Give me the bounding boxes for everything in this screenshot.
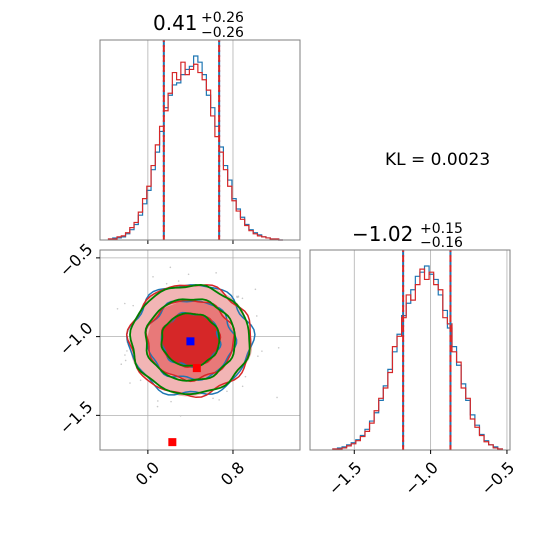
joint-frame (99, 249, 301, 451)
marginal-x-histograms (107, 55, 283, 241)
marginal-x-title-sub: −0.26 (201, 25, 244, 41)
scatter-point (261, 350, 263, 352)
scatter-point (277, 346, 280, 349)
contour-green (160, 312, 221, 367)
scatter-point (139, 379, 142, 382)
marginal-x-quantile-lines (162, 40, 221, 240)
marginal-y-tick-label: −1.0 (401, 458, 442, 499)
scatter-point (255, 315, 258, 317)
scatter-point (257, 355, 259, 357)
marginal-y-tick-label: −0.5 (477, 458, 518, 499)
scatter-point (79, 306, 81, 308)
scatter-point (157, 400, 159, 402)
scatter-point (237, 296, 240, 298)
red-marker (192, 364, 201, 373)
scatter-point (241, 385, 244, 388)
scatter-point (236, 295, 238, 298)
marginal-y-grid (353, 250, 508, 450)
marginal-y-ticks: −1.5 −1.0 −0.5 (325, 450, 518, 499)
scatter-point (169, 266, 172, 269)
marginal-y-panel: −1.5 −1.0 −0.5 −1.02 +0.15 −0.16 (309, 221, 518, 499)
scatter-point (124, 354, 126, 356)
red-marker (168, 438, 177, 447)
marginal-y-histograms (332, 265, 503, 450)
scatter-point (241, 297, 244, 300)
marginal-y-frame (309, 249, 511, 451)
marginal-x-frame (99, 39, 301, 241)
scatter-point (98, 332, 100, 334)
contour-red (125, 284, 252, 399)
scatter-point (212, 397, 214, 400)
marginal-x-title-main: 0.41 (153, 11, 198, 35)
scatter-point (244, 375, 247, 378)
scatter-point (254, 288, 257, 291)
scatter-point (165, 282, 168, 285)
marginal-y-quantile-lines (402, 250, 452, 450)
scatter-point (226, 390, 228, 393)
kl-annotation: KL = 0.0023 (385, 150, 490, 170)
marginal-y-title-main: −1.02 (352, 222, 413, 246)
marginal-x-title-sup: +0.26 (201, 10, 244, 26)
scatter-point (120, 363, 123, 366)
scatter-point (132, 304, 134, 307)
joint-y-tick-label: −1.5 (56, 397, 97, 438)
scatter-point (123, 302, 126, 305)
marginal-x-hist-red (107, 61, 283, 241)
marginal-y-title-sub: −0.16 (420, 235, 463, 251)
marginal-x-panel: 0.41 +0.26 −0.26 (99, 10, 301, 244)
marginal-y-title-sup: +0.15 (420, 221, 463, 237)
marginal-x-grid (147, 40, 234, 244)
scatter-point (276, 396, 278, 399)
scatter-point (187, 273, 190, 276)
joint-panel: 0.0 0.8 −0.5 −1.0 −1.5 (56, 240, 301, 489)
scatter-point (170, 400, 172, 403)
joint-y-tick-label: −0.5 (56, 240, 97, 281)
scatter-point (126, 350, 128, 352)
scatter-point (156, 405, 159, 408)
marginal-y-tick-label: −1.5 (325, 458, 366, 499)
scatter-point (218, 399, 220, 401)
scatter-point (152, 275, 154, 278)
scatter-point (179, 414, 182, 417)
contour-green (129, 283, 251, 396)
marginal-y-hist-red (332, 268, 503, 450)
scatter-point (116, 307, 119, 310)
joint-x-tick-label: 0.8 (217, 458, 248, 489)
scatter-point (177, 280, 180, 282)
joint-x-tick-label: 0.0 (132, 458, 163, 489)
contour-green (144, 298, 237, 382)
scatter-point (215, 272, 217, 274)
scatter-point (129, 382, 131, 384)
blue-marker (186, 337, 195, 346)
scatter-point (124, 359, 127, 362)
joint-y-tick-label: −1.0 (56, 318, 97, 359)
joint-markers (168, 337, 201, 447)
